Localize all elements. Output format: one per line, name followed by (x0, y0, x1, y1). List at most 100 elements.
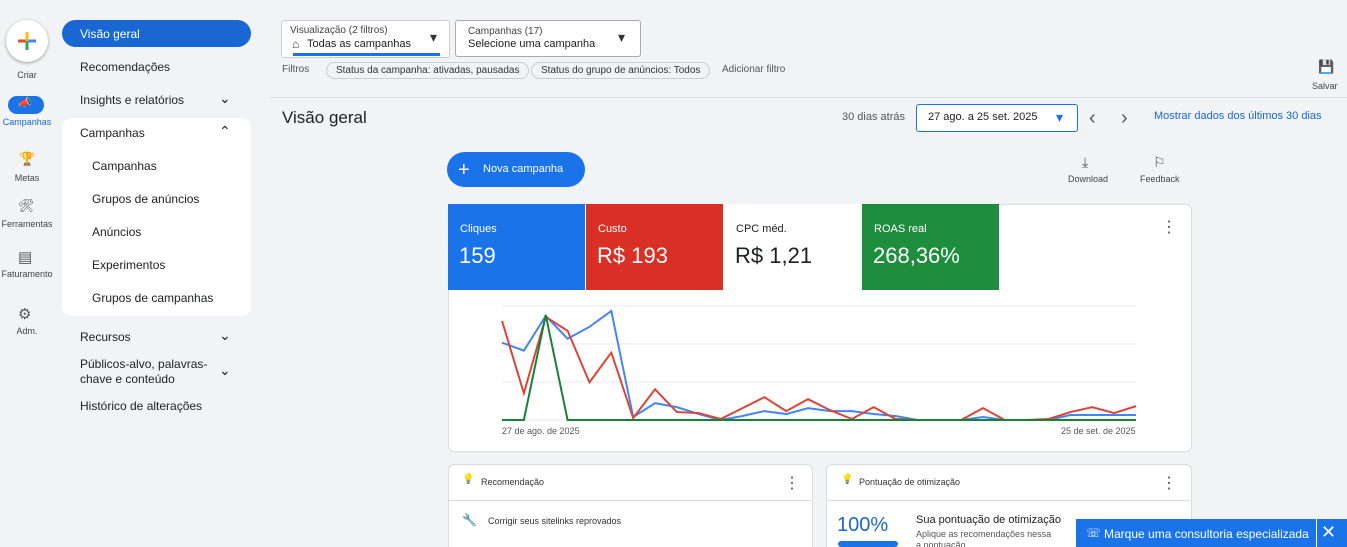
chevron[interactable]: ⌄ (219, 90, 231, 106)
icon[interactable]: ▾ (1056, 109, 1064, 125)
filters-label: Filtros (282, 64, 310, 75)
rail-label[interactable]: Metas (14, 173, 40, 183)
icon[interactable]: ▾ (430, 29, 438, 45)
icon[interactable]: ⋮ (784, 475, 800, 492)
rail-label[interactable]: Ferramentas (1, 219, 53, 229)
icon[interactable]: 🔧 (462, 513, 477, 527)
banner-sep (1316, 519, 1317, 547)
icon[interactable]: ⋮ (1161, 219, 1177, 236)
nav-item[interactable]: Histórico de alterações (80, 399, 203, 413)
rail-label[interactable]: Adm. (16, 326, 38, 336)
range-label: 30 dias atrás (842, 111, 905, 123)
series-line (502, 314, 1136, 421)
icon[interactable]: ▾ (618, 29, 626, 45)
create-button[interactable] (6, 20, 48, 62)
metric-label: Cliques (460, 223, 497, 235)
page-title: Visão geral (282, 108, 367, 127)
campaigns-label: Campanhas (17) (468, 26, 543, 37)
save[interactable]: Salvar (1312, 81, 1338, 91)
divider (827, 500, 1190, 501)
score-text: a pontuação (916, 540, 966, 547)
metric-value: 159 (459, 243, 496, 268)
icon[interactable]: ⌂ (292, 37, 300, 51)
metric-tile[interactable] (724, 204, 861, 290)
nav-item[interactable]: Grupos de anúncios (92, 192, 200, 206)
view-select[interactable] (281, 20, 450, 58)
close-icon[interactable]: ✕ (1321, 522, 1337, 542)
nav-item[interactable]: Recursos (80, 330, 131, 344)
icon[interactable]: 📣 (18, 97, 32, 109)
rail-label[interactable]: Campanhas (2, 117, 52, 127)
nav-item[interactable]: Experimentos (92, 258, 166, 272)
metric-tile[interactable] (448, 204, 585, 290)
new-campaign-button[interactable] (447, 152, 585, 187)
series-line (501, 315, 1137, 421)
metric-label: Custo (598, 223, 627, 235)
chevron[interactable]: ⌄ (219, 362, 231, 378)
metric-tile[interactable] (862, 204, 999, 290)
card-title: Pontuação de otimização (859, 477, 961, 487)
new-campaign[interactable]: Nova campanha (483, 163, 564, 175)
icon[interactable]: + (458, 159, 470, 181)
rec-card (448, 464, 813, 547)
banner[interactable] (1076, 519, 1347, 547)
nav-item[interactable]: Campanhas (92, 159, 157, 173)
icon[interactable]: ☏ (1086, 526, 1102, 540)
icon[interactable]: › (1121, 107, 1128, 129)
show-last[interactable]: Mostrar dados dos últimos 30 dias (1154, 110, 1322, 122)
nav-item[interactable]: Visão geral (80, 27, 140, 41)
rec-item: Corrigir seus sitelinks reprovados (488, 516, 622, 526)
icon[interactable]: 💡 (462, 474, 475, 485)
score-value: 100% (837, 514, 889, 536)
icon[interactable]: ⤓ (1082, 154, 1089, 170)
icon[interactable]: ⋮ (1161, 475, 1177, 492)
nav-item[interactable]: Anúncios (92, 225, 142, 239)
icon[interactable]: ⚙ (18, 306, 32, 323)
rail-label[interactable]: Criar (17, 70, 37, 80)
nav-item[interactable]: Públicos-alvo, palavras-chave e conteúdo (80, 357, 208, 386)
nav-item[interactable]: Campanhas (80, 126, 145, 140)
view-label: Visualização (2 filtros) (290, 25, 388, 36)
icon[interactable]: ‹ (1089, 107, 1096, 129)
nav-item[interactable]: Insights e relatórios (80, 93, 185, 107)
divider (449, 500, 811, 501)
view-value: Todas as campanhas (307, 38, 411, 50)
nav-item[interactable]: Recomendações (80, 60, 171, 74)
nav-item[interactable]: Grupos de campanhas (92, 291, 214, 305)
icon[interactable]: 💾 (1318, 59, 1335, 74)
banner-text[interactable]: Marque uma consultoria especializada (1104, 527, 1309, 541)
icon[interactable]: 💡 (841, 474, 854, 485)
icon[interactable]: ⚐ (1153, 154, 1166, 170)
divider (270, 97, 1347, 98)
nav-group (62, 118, 251, 316)
score-text: Aplique as recomendações nessa (916, 529, 1052, 539)
card-title: Recomendação (481, 477, 545, 487)
metric-value: R$ 193 (597, 243, 668, 268)
chevron[interactable]: ⌃ (219, 123, 231, 139)
metric-label: ROAS real (874, 223, 927, 235)
add-filter[interactable]: Adicionar filtro (722, 64, 786, 75)
filter-chip[interactable]: Status do grupo de anúncios: Todos (531, 62, 711, 79)
icon[interactable]: 🏆 (19, 151, 36, 166)
campaign-select[interactable] (455, 20, 641, 57)
rail-label[interactable]: Faturamento (1, 269, 53, 279)
score-bar (838, 541, 898, 547)
campaigns-value: Selecione uma campanha (468, 38, 596, 50)
chevron[interactable]: ⌄ (219, 327, 231, 343)
x-label: 25 de set. de 2025 (1061, 426, 1136, 436)
icon[interactable]: 🛠 (18, 198, 35, 213)
metric-value: R$ 1,21 (735, 243, 813, 268)
campaigns-pill[interactable] (8, 96, 44, 114)
metric-value: 268,36% (873, 243, 960, 268)
underline (293, 53, 440, 56)
score-heading: Sua pontuação de otimização (916, 514, 1061, 526)
download[interactable]: Download (1068, 174, 1109, 184)
feedback[interactable]: Feedback (1140, 174, 1180, 184)
nav-active (62, 20, 251, 47)
date-range[interactable] (916, 104, 1078, 132)
filter-chip[interactable]: Status da campanha: ativadas, pausadas (326, 62, 530, 79)
metric-tile[interactable] (586, 204, 723, 290)
icon[interactable]: ▤ (18, 249, 33, 266)
